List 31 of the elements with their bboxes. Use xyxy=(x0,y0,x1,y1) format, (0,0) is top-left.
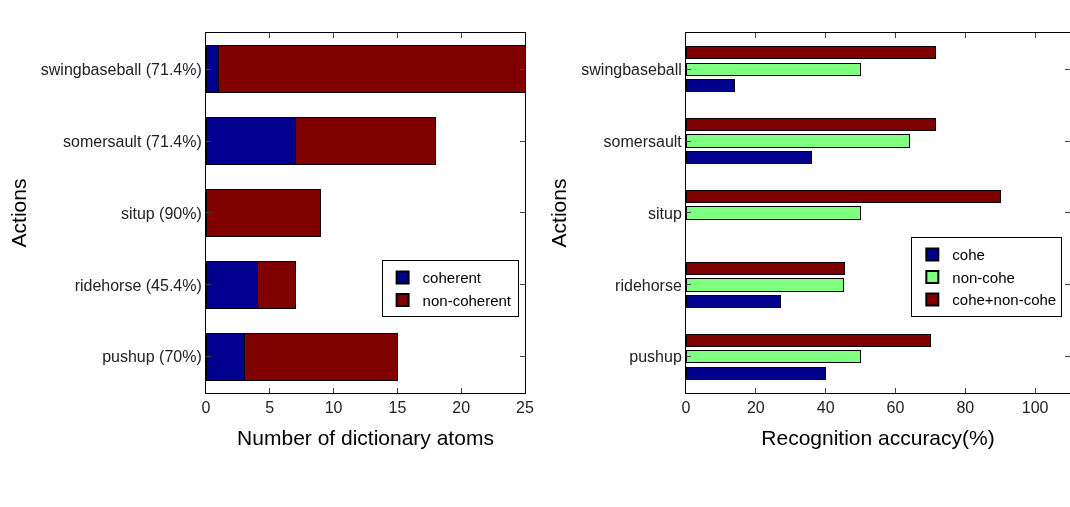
y-tick-label: somersault xyxy=(603,132,683,150)
x-tick-label: 5 xyxy=(265,398,275,416)
legend-label: cohe+non-cohe xyxy=(952,291,1057,309)
x-axis-title: Number of dictionary atoms xyxy=(237,426,494,450)
y-tick-label: ridehorse (45.4%) xyxy=(74,276,202,294)
y-tick-label: somersault (71.4%) xyxy=(63,132,202,150)
legend-label: coherent xyxy=(422,269,482,287)
x-tick-label: 40 xyxy=(816,398,835,416)
x-tick-label: 100 xyxy=(1021,398,1049,416)
y-tick-label: ridehorse xyxy=(615,276,682,294)
y-axis-title: Actions xyxy=(6,178,30,248)
x-axis-title: Recognition accuracy(%) xyxy=(761,426,995,450)
x-tick-label: 20 xyxy=(452,398,471,416)
legend-label: non-cohe xyxy=(952,268,1015,286)
x-tick-label: 0 xyxy=(201,398,211,416)
y-tick-label: swingbaseball xyxy=(581,60,682,78)
x-tick-label: 20 xyxy=(746,398,765,416)
x-tick-label: 10 xyxy=(324,398,343,416)
legend-label: non-coherent xyxy=(422,291,512,309)
legend-label: cohe xyxy=(952,246,985,264)
y-tick-label: swingbaseball (71.4%) xyxy=(40,60,202,78)
x-tick-label: 80 xyxy=(956,398,975,416)
x-tick-label: 0 xyxy=(681,398,691,416)
y-tick-label: situp xyxy=(648,204,682,222)
y-axis-title: Actions xyxy=(547,178,571,248)
x-tick-label: 25 xyxy=(516,398,534,416)
x-tick-label: 15 xyxy=(388,398,407,416)
y-tick-label: situp (90%) xyxy=(120,204,202,222)
y-tick-label: pushup (70%) xyxy=(102,348,202,366)
x-tick-label: 60 xyxy=(886,398,905,416)
y-tick-label: pushup xyxy=(629,348,682,366)
